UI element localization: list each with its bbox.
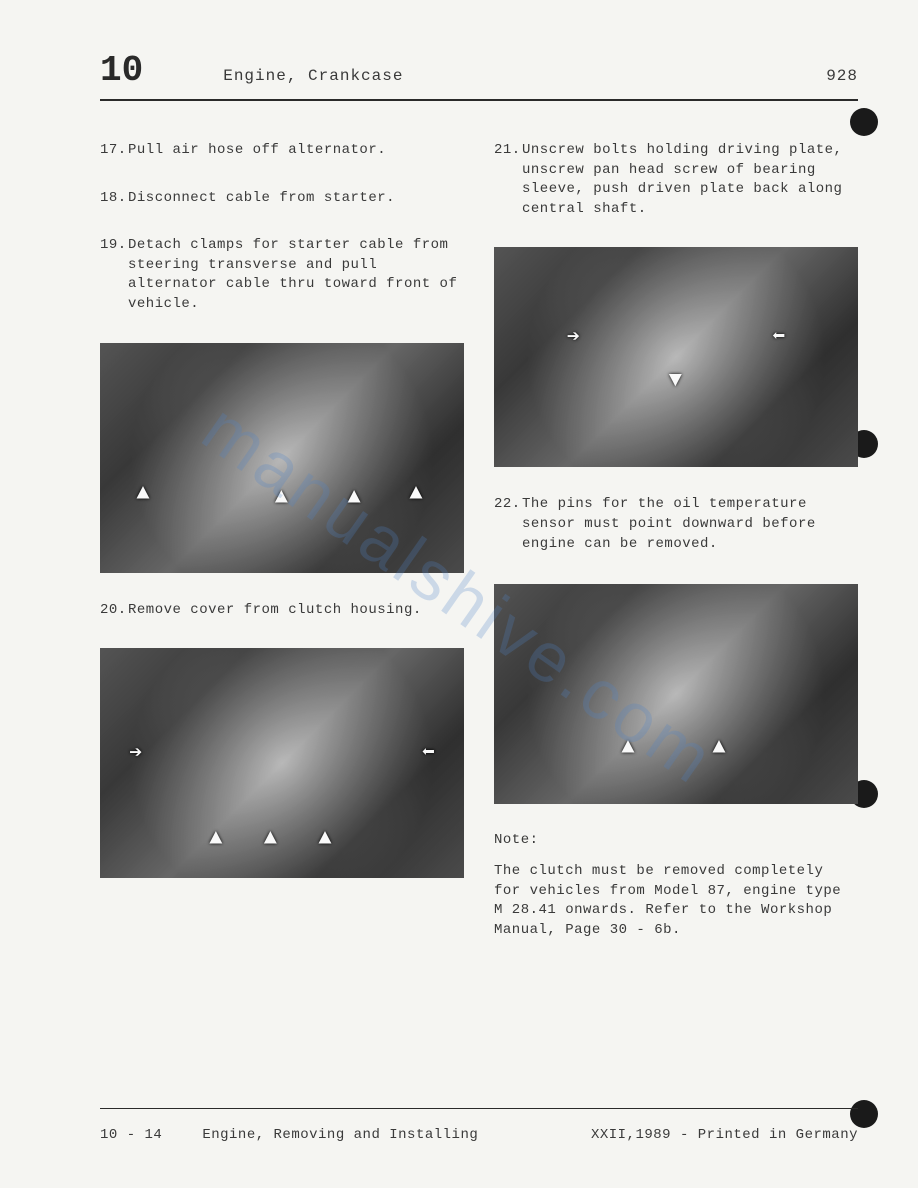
step-number: 22. — [494, 495, 522, 554]
figure-starter-cable: ▲ ▲ ▲ ▲ — [100, 343, 464, 573]
left-column: 17. Pull air hose off alternator. 18. Di… — [100, 141, 464, 941]
step-22: 22. The pins for the oil temperature sen… — [494, 495, 858, 554]
page-footer: 10 - 14 Engine, Removing and Installing … — [100, 1108, 858, 1143]
step-number: 20. — [100, 601, 128, 621]
step-body: Unscrew bolts holding driving plate, uns… — [522, 141, 858, 219]
footer-imprint: XXII,1989 - Printed in Germany — [591, 1127, 858, 1143]
manual-page: 10 Engine, Crankcase 928 17. Pull air ho… — [0, 0, 918, 1188]
step-body: Pull air hose off alternator. — [128, 141, 464, 161]
step-number: 19. — [100, 236, 128, 314]
figure-driving-plate: ➔ ⬅ ▼ — [494, 247, 858, 467]
model-number: 928 — [826, 67, 858, 85]
step-body: The pins for the oil temperature sensor … — [522, 495, 858, 554]
note-text: The clutch must be removed completely fo… — [494, 862, 858, 940]
step-17: 17. Pull air hose off alternator. — [100, 141, 464, 161]
step-number: 21. — [494, 141, 522, 219]
content-columns: 17. Pull air hose off alternator. 18. Di… — [100, 141, 858, 941]
step-body: Disconnect cable from starter. — [128, 189, 464, 209]
section-number: 10 — [100, 50, 143, 91]
page-header: 10 Engine, Crankcase 928 — [100, 50, 858, 101]
footer-title: Engine, Removing and Installing — [202, 1127, 591, 1143]
step-number: 17. — [100, 141, 128, 161]
step-19: 19. Detach clamps for starter cable from… — [100, 236, 464, 314]
punch-hole — [850, 108, 878, 136]
step-number: 18. — [100, 189, 128, 209]
step-21: 21. Unscrew bolts holding driving plate,… — [494, 141, 858, 219]
figure-clutch-cover: ➔ ⬅ ▲ ▲ ▲ — [100, 648, 464, 878]
footer-page-number: 10 - 14 — [100, 1127, 162, 1143]
step-18: 18. Disconnect cable from starter. — [100, 189, 464, 209]
figure-oil-sensor-pins: ▲ ▲ — [494, 584, 858, 804]
note-label: Note: — [494, 832, 858, 848]
step-body: Remove cover from clutch housing. — [128, 601, 464, 621]
right-column: 21. Unscrew bolts holding driving plate,… — [494, 141, 858, 941]
section-title: Engine, Crankcase — [223, 67, 826, 85]
step-20: 20. Remove cover from clutch housing. — [100, 601, 464, 621]
step-body: Detach clamps for starter cable from ste… — [128, 236, 464, 314]
